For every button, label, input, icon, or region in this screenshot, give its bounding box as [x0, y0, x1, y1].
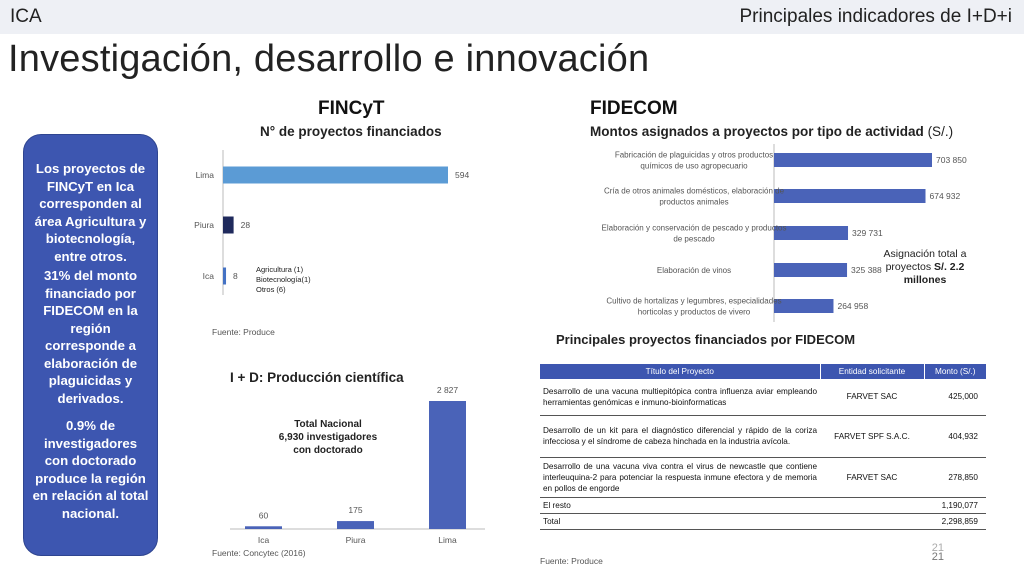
fidecom-chart: 703 850 Fabricación de plaguicidas y otro… [602, 144, 967, 322]
produccion-value-label: 175 [348, 505, 362, 515]
page-number-main: 21 [931, 551, 944, 563]
region-label: ICA [10, 6, 42, 27]
row-titulo: Desarrollo de una vacuna viva contra el … [540, 457, 820, 498]
header-titulo: Título del Proyecto [540, 364, 821, 379]
fidecom-value-label: 264 958 [837, 301, 868, 311]
produccion-category-label: Ica [258, 535, 270, 545]
fincyt-category-label: Lima [196, 170, 215, 180]
fincyt-chart: Lima 594 Piura 28 Ica 8 Agricultura (1)Biotecn… [194, 150, 469, 295]
summary-text-1: Los proyectos de FINCyT en Ica correspon… [34, 161, 147, 264]
total-nacional-line-1: Total Nacional [294, 419, 362, 430]
summary-text-2: 31% del monto financiado por FIDECOM en … [43, 268, 138, 406]
produccion-bar-piura [337, 521, 374, 529]
table-row: Desarrollo de una vacuna multiepitópica … [540, 379, 986, 416]
header-monto: Monto (S/.) [924, 364, 986, 379]
table-row-total: Total 2,298,859 [540, 513, 986, 530]
row-entidad: FARVET SAC [820, 379, 924, 416]
header-bar: ICA Principales indicadores de I+D+i [0, 0, 1024, 34]
page-title: Investigación, desarrollo e innovación [8, 38, 650, 80]
fincyt-source: Fuente: Produce [212, 327, 275, 337]
fincyt-bar-lima [223, 166, 448, 184]
row-monto: 404,932 [924, 415, 986, 458]
fidecom-bar [774, 299, 834, 313]
row-entidad: FARVET SAC [820, 457, 924, 498]
produccion-source: Fuente: Concytec (2016) [212, 548, 306, 558]
row-titulo: Desarrollo de un kit para el diagnóstico… [540, 415, 820, 458]
fincyt-bar-piura [223, 216, 234, 234]
table-header-row: Título del Proyecto Entidad solicitante … [540, 364, 986, 379]
fincyt-value-label: 8 [233, 271, 238, 281]
table-row-resto: El resto 1,190,077 [540, 497, 986, 514]
fidecom-bar [774, 189, 926, 203]
total-entidad [820, 513, 924, 530]
table-row: Desarrollo de un kit para el diagnóstico… [540, 415, 986, 458]
total-nacional: Total Nacional 6,930 investigadores con … [265, 418, 391, 457]
resto-monto: 1,190,077 [924, 497, 986, 514]
header-entidad: Entidad solicitante [820, 364, 925, 379]
fidecom-category-label: Elaboración de vinos [657, 266, 731, 275]
asignacion-total: Asignación total a proyectos S/. 2.2 mil… [866, 248, 984, 287]
fincyt-category-label: Ica [203, 271, 215, 281]
produccion-bar-ica [245, 526, 282, 529]
section-label: Principales indicadores de I+D+i [739, 6, 1013, 27]
fidecom-value-label: 329 731 [852, 228, 883, 238]
fidecom-category-label: Fabricación de plaguicidas y otros produ… [615, 151, 773, 171]
produccion-bar-lima [429, 401, 466, 529]
fidecom-category-label: Cría de otros animales domésticos, elabo… [604, 187, 785, 207]
total-nacional-line-2: 6,930 investigadores [278, 432, 378, 443]
fidecom-bar [774, 153, 932, 167]
proyectos-table: Título del Proyecto Entidad solicitante … [540, 364, 986, 530]
fidecom-category-label: Cultivo de hortalizas y legumbres, espec… [606, 297, 781, 317]
summary-text-3: 0.9% de investigadores con doctorado pro… [32, 418, 149, 521]
total-monto: 2,298,859 [924, 513, 986, 530]
produccion-value-label: 60 [259, 510, 269, 520]
row-monto: 278,850 [924, 457, 986, 498]
asignacion-amount: S/. 2.2 millones [903, 261, 965, 286]
row-entidad: FARVET SPF S.A.C. [820, 415, 924, 458]
fidecom-value-label: 703 850 [936, 155, 967, 165]
fincyt-bar-ica [223, 267, 227, 285]
fincyt-annotation-2: Otros (6) [256, 285, 286, 294]
fincyt-category-label: Piura [194, 220, 214, 230]
fidecom-title: FIDECOM [590, 98, 678, 119]
fidecom-subtitle-main: Montos asignados a proyectos por tipo de… [590, 124, 924, 139]
table-row: Desarrollo de una vacuna viva contra el … [540, 457, 986, 498]
fincyt-title: FINCyT [318, 98, 385, 119]
summary-box: Los proyectos de FINCyT en Ica correspon… [23, 134, 158, 556]
fincyt-annotation-1: Biotecnología(1) [256, 275, 311, 284]
row-monto: 425,000 [924, 379, 986, 416]
total-nacional-line-3: con doctorado [293, 445, 363, 456]
total-label: Total [540, 513, 820, 530]
fincyt-subtitle: N° de proyectos financiados [260, 124, 442, 139]
fincyt-value-label: 594 [455, 170, 469, 180]
produccion-chart: 60 Ica 175 Piura 2 827 Lima [230, 385, 485, 545]
fidecom-bar [774, 263, 848, 277]
produccion-value-label: 2 827 [437, 385, 459, 395]
row-titulo: Desarrollo de una vacuna multiepitópica … [540, 379, 820, 416]
produccion-category-label: Lima [438, 535, 457, 545]
produccion-title: I + D: Producción científica [230, 370, 404, 385]
fidecom-value-label: 325 388 [851, 265, 882, 275]
fidecom-value-label: 674 932 [930, 191, 961, 201]
proyectos-title: Principales proyectos financiados por FI… [556, 332, 856, 347]
fidecom-bar [774, 226, 849, 240]
page-number: 21 21 [931, 542, 944, 563]
resto-label: El resto [540, 497, 820, 514]
fincyt-annotation-0: Agricultura (1) [256, 265, 304, 274]
produccion-category-label: Piura [346, 535, 366, 545]
fidecom-category-label: Elaboración y conservación de pescado y … [602, 224, 787, 244]
fincyt-value-label: 28 [241, 220, 251, 230]
resto-entidad [820, 497, 924, 514]
proyectos-source: Fuente: Produce [540, 556, 603, 566]
fidecom-subtitle: Montos asignados a proyectos por tipo de… [590, 124, 953, 139]
fidecom-subtitle-unit: (S/.) [923, 124, 954, 139]
page-number-shadow: 21 [931, 542, 944, 554]
asignacion-text: Asignación total a proyectos [883, 248, 967, 273]
